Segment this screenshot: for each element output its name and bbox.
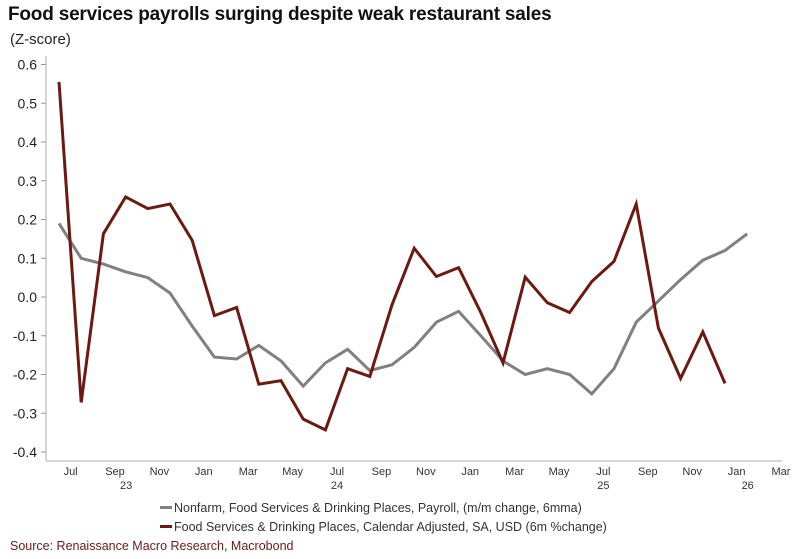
x-tick-label: Nov xyxy=(682,466,702,478)
series-line-payroll xyxy=(57,222,749,397)
x-tick-label: Jan xyxy=(195,466,213,478)
axes xyxy=(41,56,782,462)
legend: Nonfarm, Food Services & Drinking Places… xyxy=(160,498,607,536)
x-tick-label: Sep xyxy=(105,466,125,478)
x-tick-label: Mar xyxy=(239,466,258,478)
series-lines xyxy=(57,81,749,432)
y-tick-label: 0.0 xyxy=(18,289,38,305)
y-tick-label: -0.3 xyxy=(13,405,37,421)
y-tick-label: -0.4 xyxy=(13,444,37,460)
y-tick-label: 0.1 xyxy=(18,250,38,266)
x-tick-label: Sep xyxy=(638,466,658,478)
x-tick-label: Nov xyxy=(150,466,170,478)
legend-swatch-sales xyxy=(160,525,172,528)
x-tick-label: Mar xyxy=(772,466,791,478)
x-tick-label: May xyxy=(282,466,303,478)
x-year-label: 25 xyxy=(597,480,609,492)
legend-label-payroll: Nonfarm, Food Services & Drinking Places… xyxy=(174,500,582,515)
x-year-label: 26 xyxy=(742,480,754,492)
source-note: Source: Renaissance Macro Research, Macr… xyxy=(10,539,294,553)
x-tick-label: Jan xyxy=(728,466,746,478)
y-tick-label: 0.6 xyxy=(18,57,38,73)
x-tick-label: Mar xyxy=(505,466,524,478)
series-line-sales xyxy=(57,81,727,432)
legend-item-sales: Food Services & Drinking Places, Calenda… xyxy=(160,517,607,536)
x-year-label: 23 xyxy=(120,480,132,492)
y-tick-label: 0.2 xyxy=(18,212,38,228)
x-tick-label: Jan xyxy=(461,466,479,478)
legend-swatch-payroll xyxy=(160,506,172,509)
y-tick-label: -0.1 xyxy=(13,328,37,344)
x-tick-label: Jul xyxy=(64,466,78,478)
x-tick-labels: Jul Sep Nov Jan Mar May Jul Sep Nov Jan Mar May Jul S… xyxy=(64,466,791,492)
y-tick-label: 0.3 xyxy=(18,173,38,189)
chart-title: Food services payrolls surging despite w… xyxy=(8,4,552,25)
y-axis-unit-label: (Z-score) xyxy=(10,31,71,48)
x-tick-label: Jul xyxy=(596,466,610,478)
x-tick-label: Nov xyxy=(416,466,436,478)
legend-label-sales: Food Services & Drinking Places, Calenda… xyxy=(174,519,607,534)
y-tick-labels: 0.6 0.5 0.4 0.3 0.2 0.1 0.0 -0.1 -0.2 -0.3 -0.4 xyxy=(13,57,37,461)
y-tick-label: 0.4 xyxy=(18,134,38,150)
x-tick-label: Jul xyxy=(330,466,344,478)
x-year-label: 24 xyxy=(331,480,343,492)
y-tick-label: -0.2 xyxy=(13,367,37,383)
x-tick-label: Sep xyxy=(372,466,392,478)
x-tick-label: May xyxy=(549,466,570,478)
y-tick-label: 0.5 xyxy=(18,95,38,111)
legend-item-payroll: Nonfarm, Food Services & Drinking Places… xyxy=(160,498,607,517)
